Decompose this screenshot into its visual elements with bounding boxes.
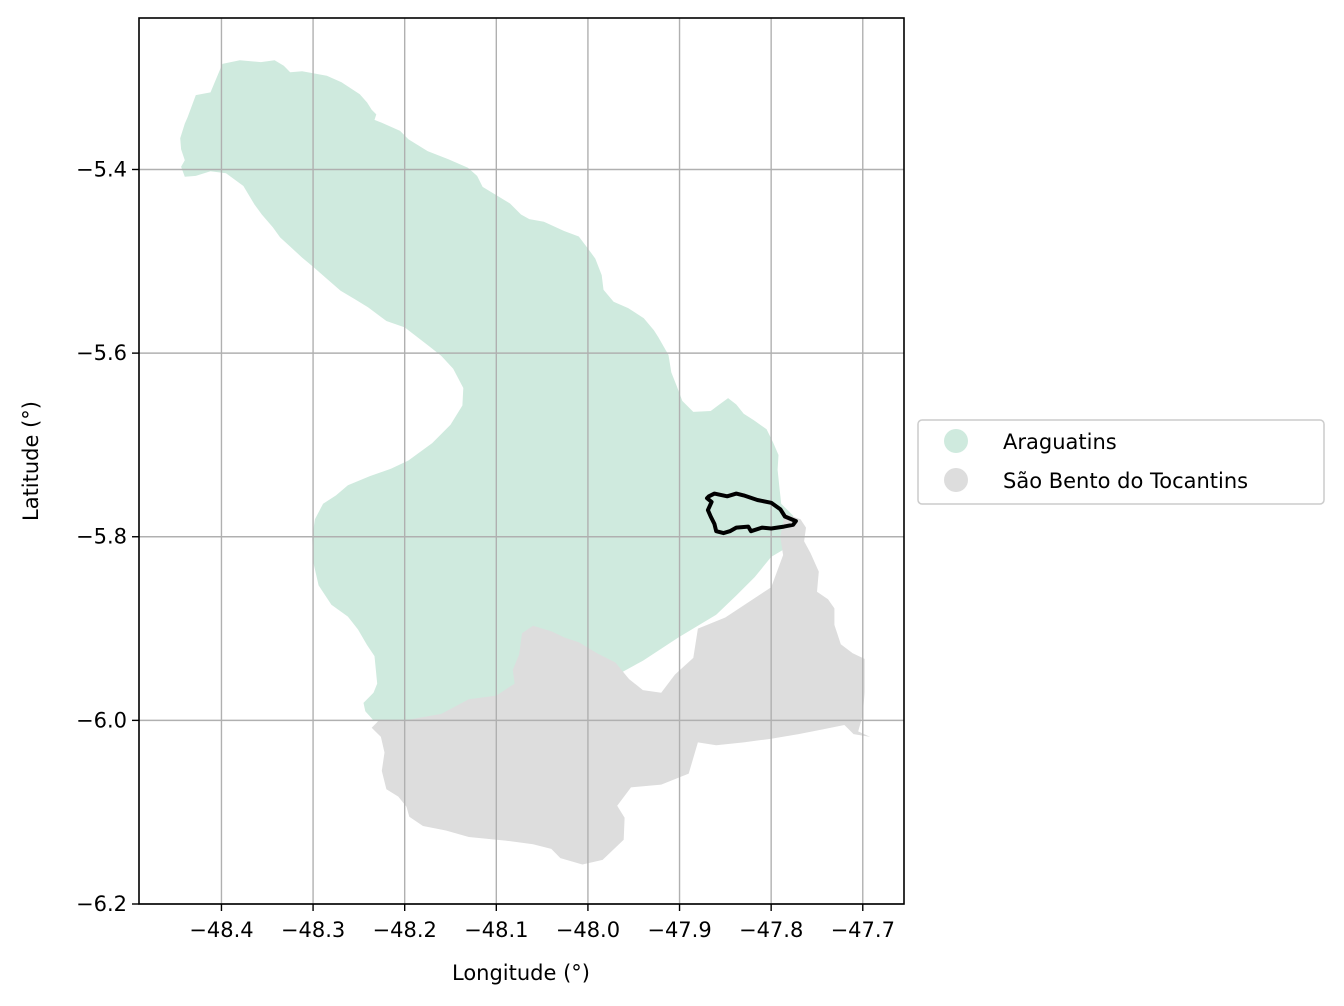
x-tick-label: −47.9 (647, 918, 711, 942)
x-axis-label: Longitude (°) (452, 961, 590, 985)
x-tick-label: −48.3 (281, 918, 345, 942)
legend-label-sao-bento: São Bento do Tocantins (1003, 469, 1248, 493)
y-axis-label: Latitude (°) (19, 401, 43, 521)
legend-marker-sao-bento (944, 468, 968, 492)
highlighted-area-outline (705, 491, 798, 536)
plot-frame (138, 17, 905, 905)
region-araguatins (180, 60, 798, 724)
region-layer (180, 60, 871, 865)
y-tick-label: −6.2 (76, 892, 127, 916)
y-tick-label: −5.6 (76, 341, 127, 365)
highlight-layer (705, 491, 798, 536)
x-tick-label: −48.0 (556, 918, 620, 942)
y-tick-label: −6.0 (76, 708, 127, 732)
y-tick-label: −5.4 (76, 157, 127, 181)
y-tick-label: −5.8 (76, 525, 127, 549)
x-tick-label: −47.8 (739, 918, 803, 942)
x-tick-label: −48.4 (189, 918, 253, 942)
x-tick-label: −48.2 (373, 918, 437, 942)
legend: Araguatins São Bento do Tocantins (917, 419, 1325, 505)
x-tick-label: −48.1 (464, 918, 528, 942)
legend-box (917, 419, 1325, 505)
legend-label-araguatins: Araguatins (1003, 430, 1117, 454)
x-tick-label: −47.7 (831, 918, 895, 942)
legend-marker-araguatins (944, 429, 968, 453)
tick-layer: −48.4 −48.3 −48.2 −48.1 −48.0 −47.9 −47.8 −47.7… (76, 157, 895, 942)
